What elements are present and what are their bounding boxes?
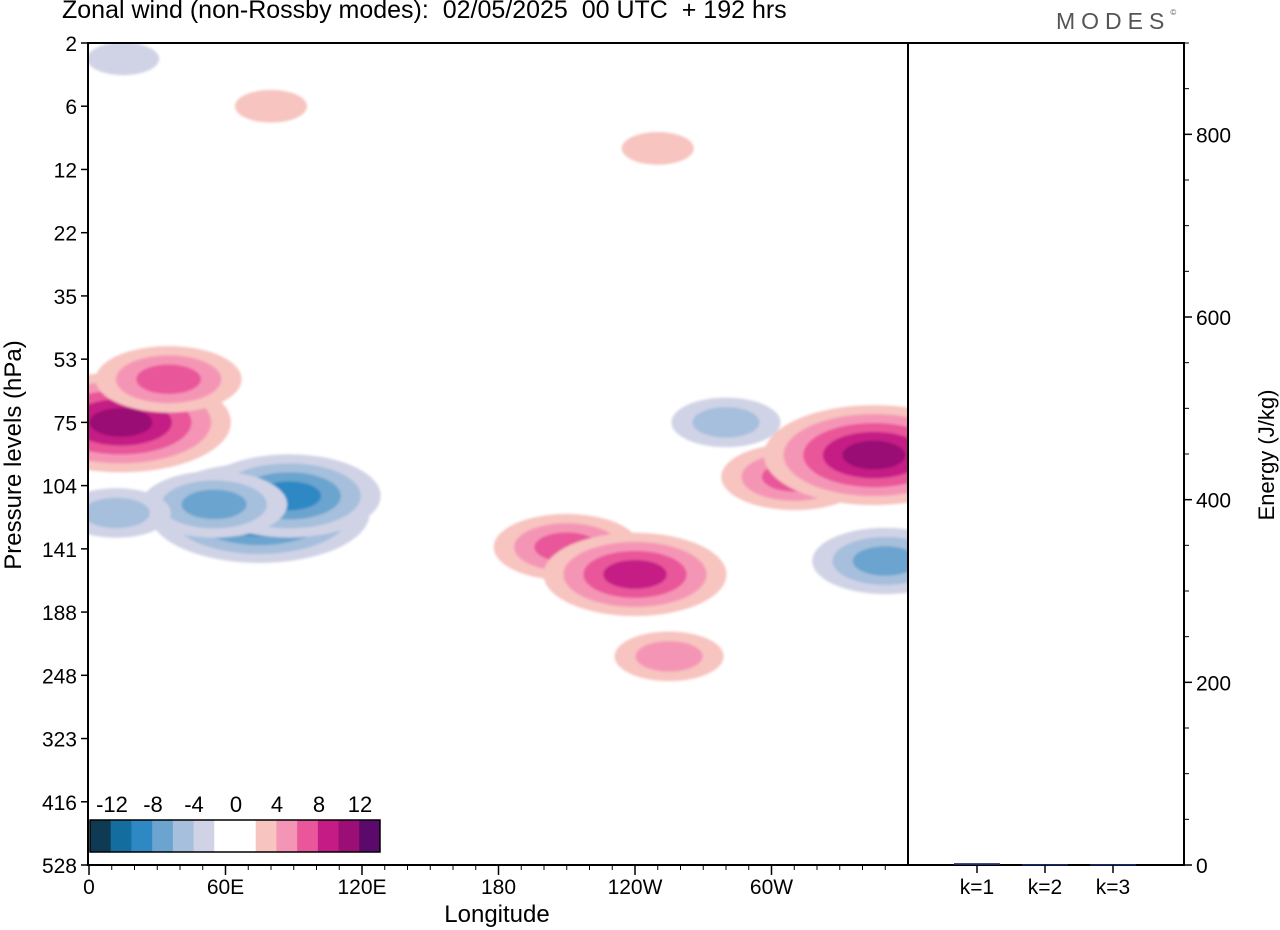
- colorbar-swatch: [297, 820, 319, 852]
- energy-tick-label: 200: [1196, 672, 1231, 695]
- y-tick-label: 528: [42, 855, 77, 878]
- colorbar-label: 8: [313, 792, 325, 817]
- energy-tick-label: 0: [1196, 855, 1208, 878]
- energy-category-label: k=3: [1096, 876, 1130, 899]
- colorbar-swatch: [359, 820, 381, 852]
- wind-contour-blob: [181, 489, 247, 520]
- wind-contour-blob: [692, 407, 760, 438]
- x-tick-label: 120W: [608, 876, 663, 899]
- colorbar-swatch: [276, 820, 298, 852]
- energy-tick-label: 600: [1196, 307, 1231, 330]
- colorbar-label: -8: [143, 792, 163, 817]
- y-tick-label: 75: [54, 412, 77, 435]
- x-tick-label: 120E: [337, 876, 386, 899]
- x-tick-label: 0: [83, 876, 95, 899]
- wind-contour-blob: [852, 546, 908, 576]
- y-tick-label: 22: [54, 223, 77, 246]
- colorbar-swatch: [172, 820, 195, 852]
- y-axis-label: Pressure levels (hPa): [0, 340, 27, 569]
- colorbar-label: -12: [96, 792, 128, 817]
- energy-bars: k=1 k=2 k=3: [954, 863, 1136, 899]
- energy-bar: [1022, 864, 1068, 866]
- energy-category-label: k=2: [1028, 876, 1062, 899]
- energy-axis-label: Energy (J/kg): [1254, 390, 1279, 521]
- colorbar-label: 0: [230, 792, 242, 817]
- energy-bar: [954, 863, 1000, 865]
- energy-tick-label: 800: [1196, 124, 1231, 147]
- wind-contour-blob: [136, 364, 202, 395]
- energy-plot-frame: [907, 42, 1185, 866]
- colorbar-swatch: [110, 820, 132, 852]
- wind-contour-blob: [621, 131, 694, 165]
- axes: 0 60E 120E 180 120W 60W 2 6 12 22 35 53 75 104 141 188 2…: [42, 33, 1231, 899]
- contour-layers: [89, 43, 908, 682]
- colorbar-swatch: [90, 820, 112, 852]
- y-tick-label: 35: [54, 286, 77, 309]
- y-tick-label: 12: [54, 159, 77, 182]
- y-tick-label: 6: [65, 96, 77, 119]
- chart-title: Zonal wind (non-Rossby modes): 02/05/202…: [62, 0, 787, 24]
- colorbar-swatch: [317, 820, 340, 852]
- colorbar-frame: [89, 819, 381, 853]
- colorbar-swatch: [152, 820, 174, 852]
- logo-text: MODES: [1056, 8, 1171, 34]
- colorbar-label: 4: [271, 792, 283, 817]
- wind-contour-blob: [635, 641, 703, 672]
- x-tick-label: 60E: [207, 876, 244, 899]
- y-tick-label: 53: [54, 349, 77, 372]
- y-tick-label: 416: [42, 792, 77, 815]
- wind-field-contours: [89, 43, 908, 682]
- wind-contour-blob: [842, 440, 906, 470]
- energy-bar: [1090, 864, 1136, 866]
- colorbar-label: -4: [184, 792, 204, 817]
- x-axis-label: Longitude: [444, 901, 549, 928]
- colorbar-swatch: [338, 820, 360, 852]
- modes-logo: MODES©: [1056, 8, 1177, 34]
- colorbar-swatch: [255, 820, 277, 852]
- wind-contour-blob: [234, 89, 308, 123]
- colorbar-label: 12: [348, 792, 372, 817]
- colorbar-swatch: [131, 820, 153, 852]
- colorbar-swatch: [235, 820, 257, 852]
- y-tick-label: 323: [42, 729, 77, 752]
- wind-contour-blob: [89, 497, 150, 529]
- x-tick-label: 60W: [750, 876, 793, 899]
- y-tick-label: 248: [42, 665, 77, 688]
- colorbar: -12 -8 -4 0 4 8 12: [89, 792, 381, 853]
- y-tick-label: 141: [42, 539, 77, 562]
- x-tick-label: 180: [481, 876, 516, 899]
- y-tick-label: 104: [42, 476, 77, 499]
- wind-contour-blob: [603, 559, 667, 589]
- wind-contour-blob: [89, 43, 160, 76]
- y-tick-label: 2: [65, 33, 77, 56]
- energy-tick-label: 400: [1196, 490, 1231, 513]
- wind-contour-blob: [89, 408, 153, 437]
- energy-category-label: k=1: [960, 876, 994, 899]
- y-tick-label: 188: [42, 602, 77, 625]
- colorbar-swatch: [214, 820, 236, 852]
- colorbar-swatch: [193, 820, 215, 852]
